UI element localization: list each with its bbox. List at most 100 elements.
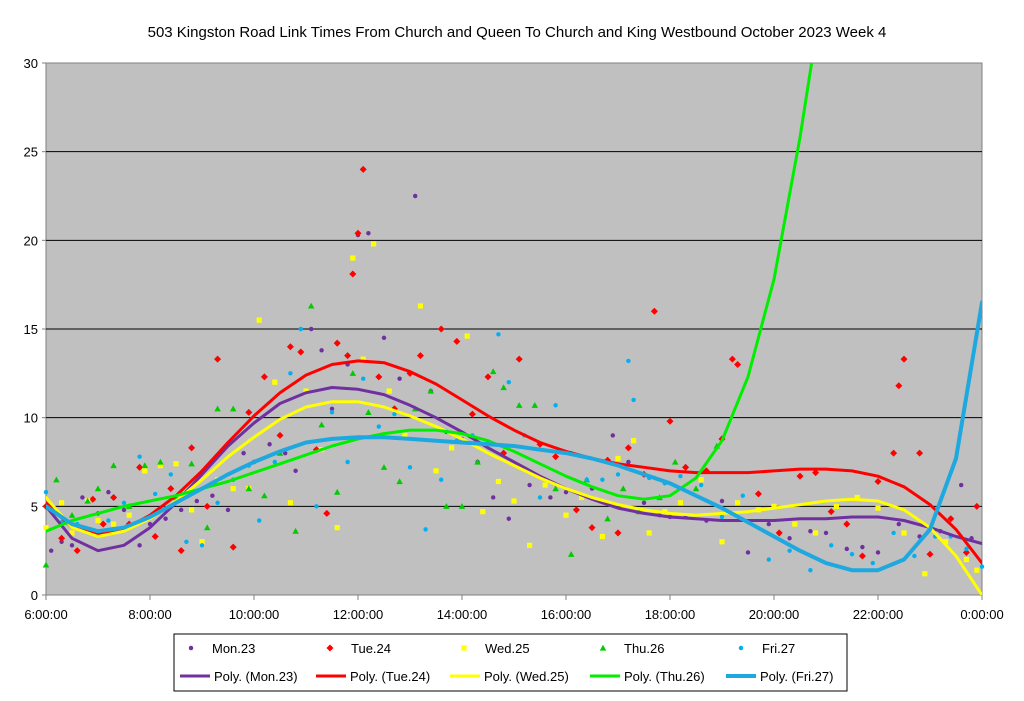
data-point [68,511,76,518]
data-point [333,488,341,495]
legend-label: Poly. (Thu.26) [624,669,705,684]
data-point [891,530,896,536]
data-point [329,406,335,412]
data-point [734,360,742,368]
data-point [359,165,367,173]
data-point [453,337,461,345]
data-point [974,567,980,573]
data-point [318,421,325,428]
data-point [230,486,236,492]
legend-label: Mon.23 [212,641,255,656]
data-point [943,539,949,545]
data-point [189,507,195,513]
legend-entry: Fri.27 [738,641,795,656]
data-point [480,509,486,515]
data-point [157,462,163,469]
data-point [626,358,631,364]
data-point [646,530,652,536]
data-point [416,352,424,360]
data-point [511,498,517,504]
data-point [69,543,75,548]
data-point [214,405,221,412]
data-point [615,472,621,477]
data-point [860,544,865,550]
data-point [599,533,605,540]
data-point [553,403,558,408]
y-tick-label: 15 [24,322,38,337]
data-point [542,482,548,488]
data-point [287,500,293,506]
data-point [380,464,388,470]
data-point [792,521,798,527]
data-point [619,485,627,492]
data-point [360,356,366,362]
data-point [203,502,211,510]
data-point [136,463,144,471]
data-point [812,469,820,477]
data-point [874,477,882,486]
data-point [381,335,387,341]
data-point [69,530,75,536]
data-point [614,529,622,537]
data-point [168,472,174,477]
data-point [142,468,148,474]
data-point [229,543,237,551]
data-point [808,567,813,573]
data-point [137,454,142,459]
legend-label: Thu.26 [624,641,664,656]
data-point [963,556,969,563]
data-point [641,500,647,505]
legend-entry: Mon.23 [188,641,255,656]
data-point [256,317,262,323]
legend-entry: Tue.24 [326,641,391,656]
data-point [329,410,335,415]
data-point [823,530,829,536]
x-tick-label: 12:00:00 [333,607,384,622]
legend-entry: Thu.26 [599,641,664,656]
data-point [813,530,819,536]
data-point [506,516,512,521]
data-point [464,333,470,339]
legend-entry: Poly. (Mon.23) [180,669,298,684]
data-point [241,450,246,456]
data-point [500,384,507,391]
data-point [912,553,917,559]
data-point [671,458,679,465]
data-point [173,461,179,467]
data-point [548,495,553,500]
data-point [624,444,632,452]
data-point [844,546,850,552]
data-point [349,270,357,278]
data-point [215,500,220,505]
data-point [719,514,725,520]
data-point [719,539,725,545]
data-point [137,543,142,548]
data-point [563,512,569,518]
data-point [261,492,268,499]
data-point [584,477,590,482]
legend-label: Wed.25 [485,641,530,656]
data-point [875,505,881,511]
data-point [766,557,772,562]
legend-entry: Poly. (Thu.26) [590,669,705,684]
data-point [95,517,101,524]
data-point [579,494,585,501]
data-point [438,477,444,482]
data-point [293,468,298,474]
data-point [203,524,211,531]
data-point [267,442,272,447]
data-point [344,352,352,360]
data-point [754,490,762,498]
data-point [515,355,523,363]
data-point [157,458,164,465]
chart-title: 503 Kingston Road Link Times From Church… [148,24,887,41]
data-point [303,388,309,394]
data-point [245,408,253,416]
data-point [199,539,205,545]
data-point [527,542,533,548]
data-point [43,525,49,531]
data-point [73,547,81,555]
data-point [787,548,792,553]
legend-label: Poly. (Wed.25) [484,669,569,684]
